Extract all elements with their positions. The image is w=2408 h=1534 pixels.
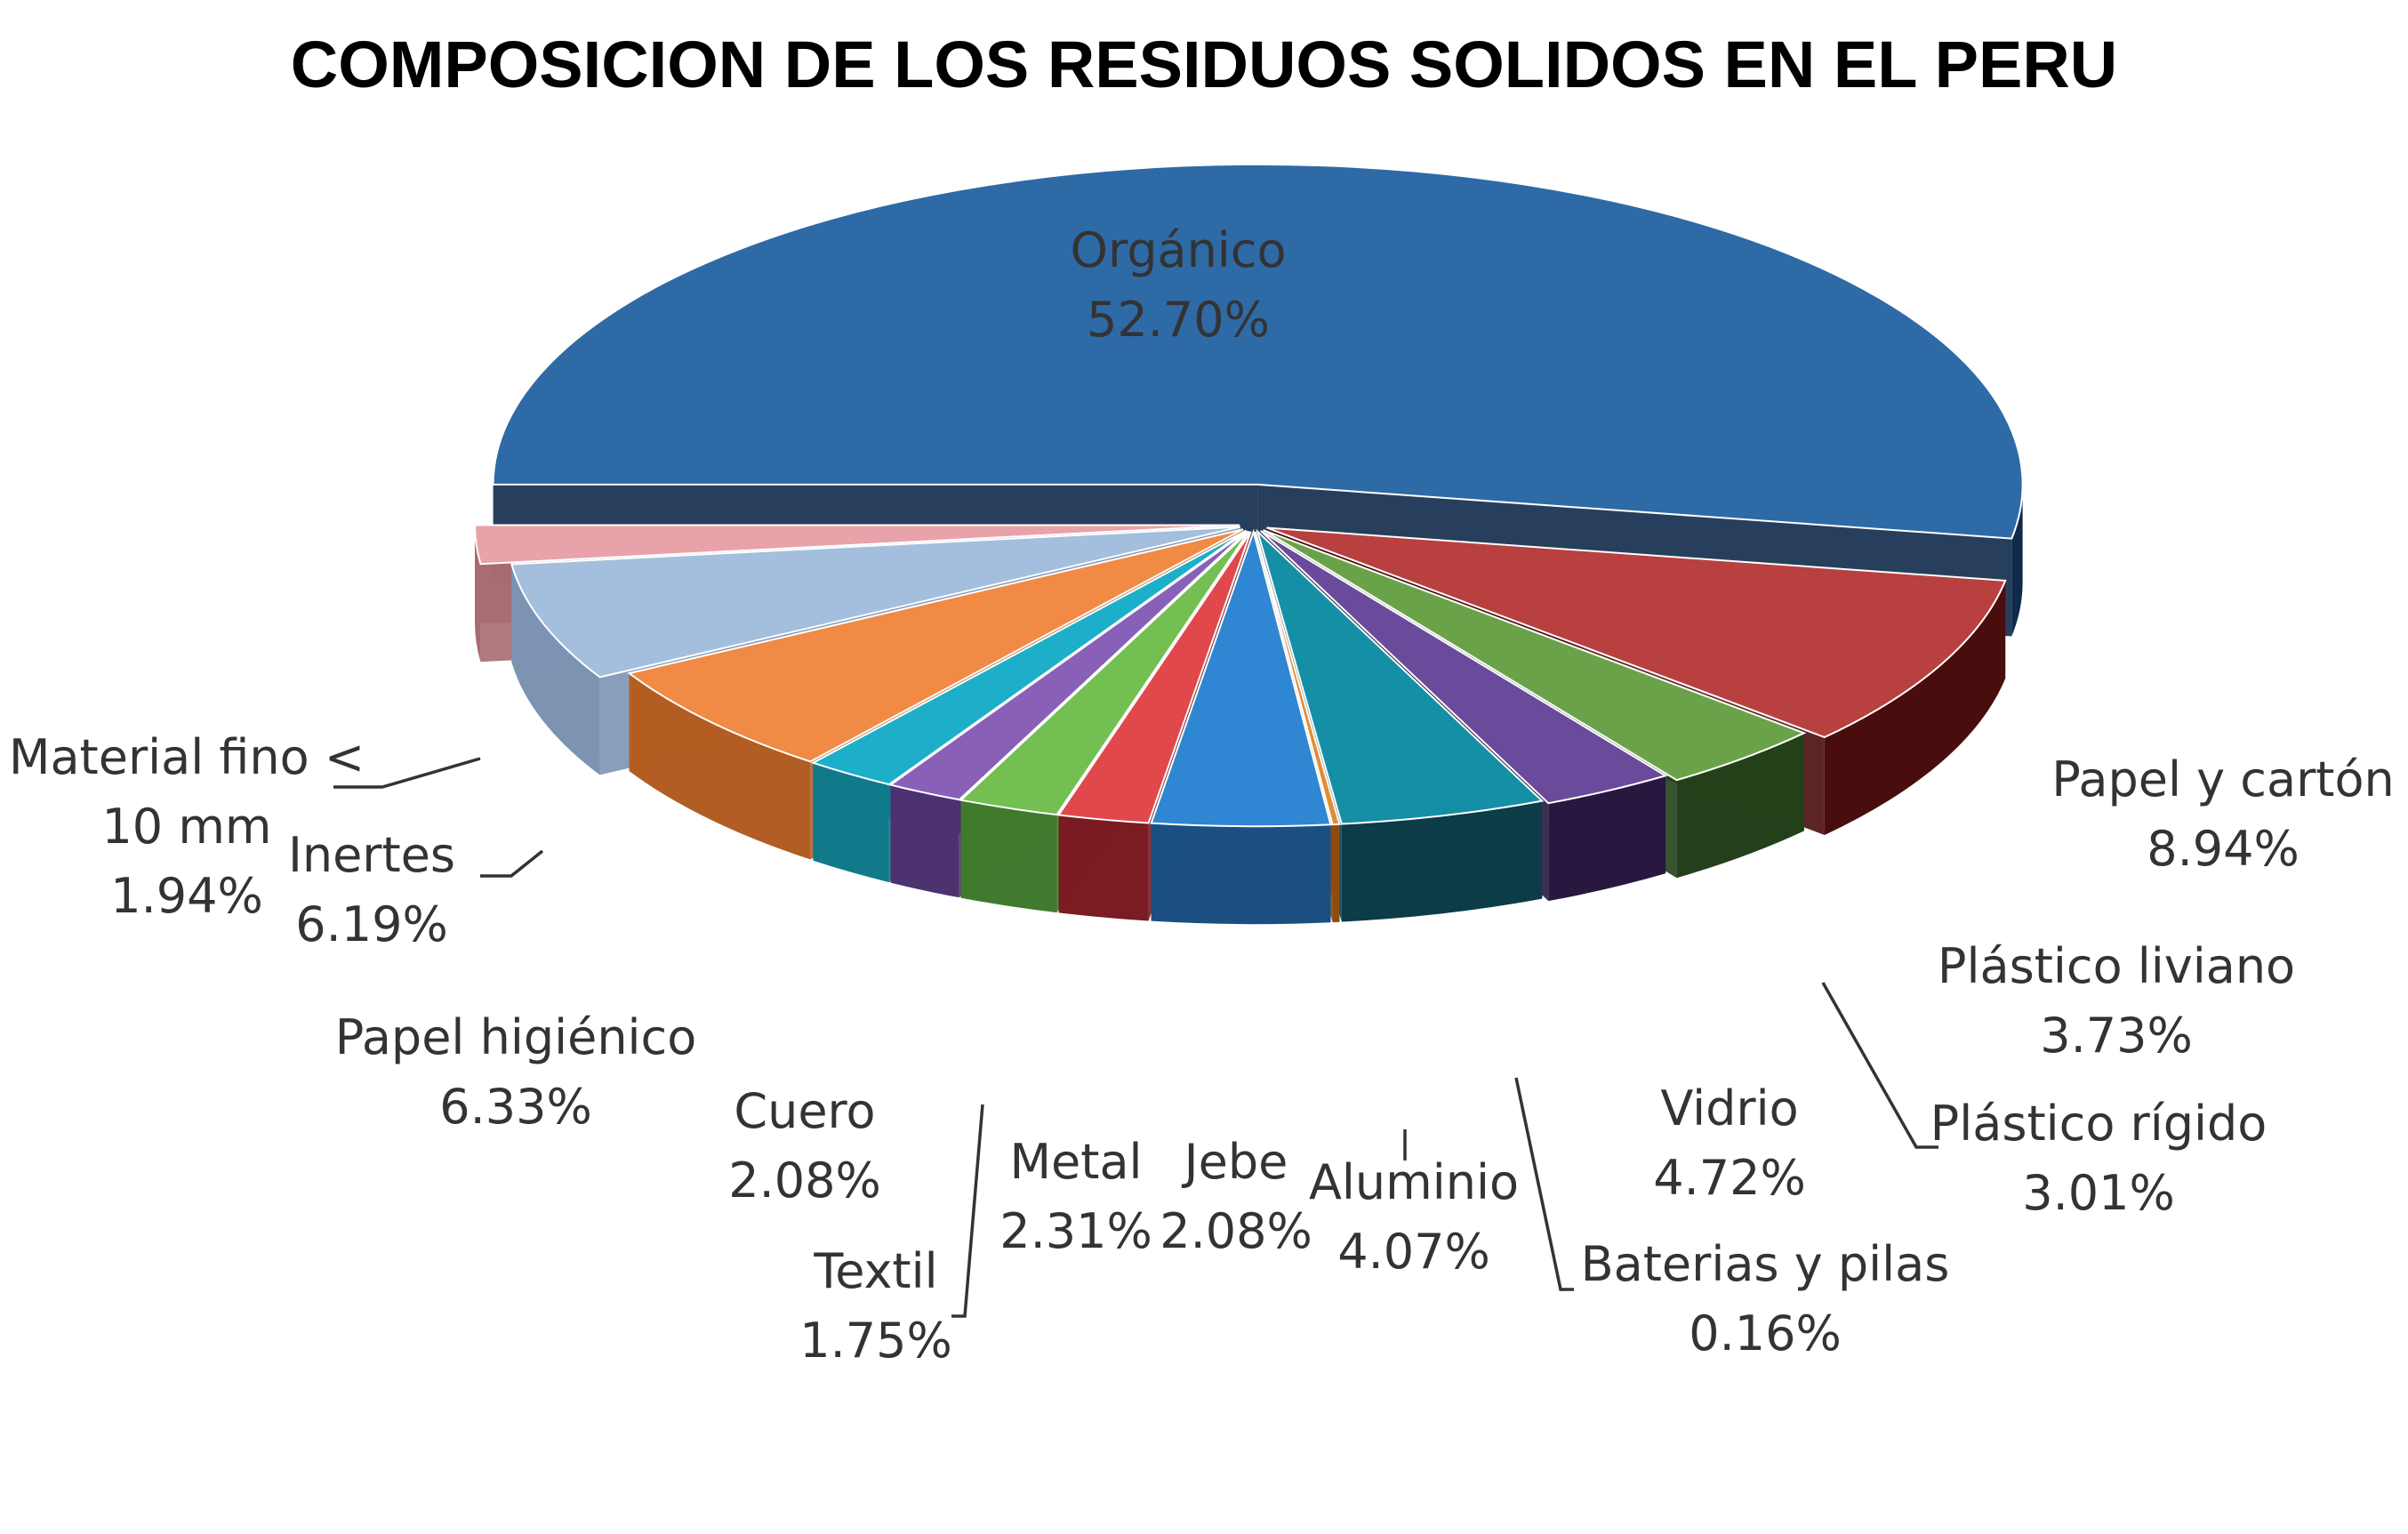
- slice-name-6: Aluminio: [1309, 1154, 1519, 1210]
- slice-name-8: Metal: [1009, 1134, 1142, 1190]
- slice-value-4: 4.72%: [1653, 1150, 1806, 1206]
- slice-side-6: [1151, 823, 1331, 925]
- slice-name-9: Textil: [813, 1243, 937, 1299]
- slice-name-10: Cuero: [734, 1083, 875, 1139]
- slice-side-0: [2011, 484, 2023, 637]
- slice-label-11: Papel higiénico 6.33%: [335, 1009, 697, 1135]
- slice-label-3: Plástico rígido 3.01%: [1930, 1096, 2268, 1221]
- slice-value-2: 3.73%: [2040, 1008, 2193, 1064]
- pie-slice-6: [1150, 528, 1332, 828]
- pie-slice-11: [627, 528, 1244, 763]
- slice-label-1: Papel y cartón 8.94%: [2051, 751, 2394, 877]
- slice-name-7: Jebe: [1182, 1134, 1288, 1190]
- pie-slice-0: [492, 163, 2024, 540]
- leader-line-13: [333, 757, 481, 789]
- slice-name-12: Inertes: [288, 827, 455, 883]
- slice-label-6: Aluminio 4.07%: [1309, 1154, 1519, 1280]
- slice-name-3: Plástico rígido: [1930, 1096, 2268, 1152]
- pie-slice-5: [1254, 531, 1341, 826]
- slice-value-0: 52.70%: [1087, 292, 1270, 348]
- slice-label-9: Textil 1.75%: [799, 1243, 952, 1369]
- pie-slice-10: [810, 529, 1247, 786]
- slice-value-11: 6.33%: [439, 1079, 592, 1135]
- slice-label-12: Inertes 6.19%: [288, 827, 455, 952]
- slice-label-13: Material fino < 10 mm 1.94%: [9, 729, 365, 924]
- slice-value-1: 8.94%: [2147, 821, 2300, 877]
- slice-label-2: Plástico liviano 3.73%: [1938, 938, 2295, 1064]
- pie-slice-9: [888, 530, 1248, 801]
- slice-label-5: Baterias y pilas 0.16%: [1581, 1236, 1950, 1361]
- slice-value-13: 1.94%: [110, 868, 263, 924]
- pie-slice-13: [474, 524, 1240, 566]
- slice-name-1: Papel y cartón: [2051, 751, 2394, 807]
- slice-value-7: 2.08%: [1160, 1203, 1312, 1259]
- leader-line-9: [951, 1104, 984, 1318]
- slice-value-3: 3.01%: [2022, 1165, 2175, 1221]
- pie-slice-4: [1256, 528, 1545, 825]
- pie-slice-2: [1263, 529, 1807, 782]
- pie-slice-3: [1260, 530, 1668, 805]
- pie-slice-12: [510, 526, 1241, 679]
- slice-name-11: Papel higiénico: [335, 1009, 697, 1065]
- slice-side-1: [1824, 580, 2006, 836]
- pie-slice-1: [1266, 526, 2007, 739]
- slice-value-5: 0.16%: [1689, 1305, 1842, 1361]
- slice-label-4: Vidrio 4.72%: [1653, 1080, 1806, 1206]
- leader-line-5: [1514, 1077, 1574, 1291]
- leader-line-3: [1821, 982, 1938, 1149]
- slice-value-10: 2.08%: [728, 1153, 881, 1209]
- slice-name-5: Baterias y pilas: [1581, 1236, 1950, 1292]
- chart-title: COMPOSICION DE LOS RESIDUOS SOLIDOS EN E…: [291, 28, 2117, 101]
- slice-value-8: 2.31%: [999, 1203, 1152, 1259]
- slice-tops: [474, 163, 2024, 828]
- leader-lines: [333, 757, 1938, 1318]
- slice-value-12: 6.19%: [295, 896, 448, 952]
- slice-name-4: Vidrio: [1660, 1080, 1798, 1136]
- slice-name-13: Material fino <: [9, 729, 365, 785]
- slice-labels: Orgánico 52.70% Papel y cartón 8.94% Plástic…: [9, 222, 2395, 1369]
- slice-name-2: Plástico liviano: [1938, 938, 2295, 994]
- slice-label-0: Orgánico 52.70%: [1070, 222, 1286, 348]
- pie-slice-8: [959, 530, 1250, 816]
- slice-name-13: 10 mm: [101, 799, 271, 855]
- pie-slice-7: [1056, 531, 1252, 824]
- leader-line-12: [480, 849, 544, 878]
- slice-name-0: Orgánico: [1070, 222, 1286, 278]
- slice-label-7: Jebe 2.08%: [1160, 1134, 1312, 1259]
- slice-value-6: 4.07%: [1337, 1224, 1490, 1280]
- slice-label-8: Metal 2.31%: [999, 1134, 1152, 1259]
- slice-value-9: 1.75%: [799, 1313, 952, 1369]
- slice-label-10: Cuero 2.08%: [728, 1083, 881, 1209]
